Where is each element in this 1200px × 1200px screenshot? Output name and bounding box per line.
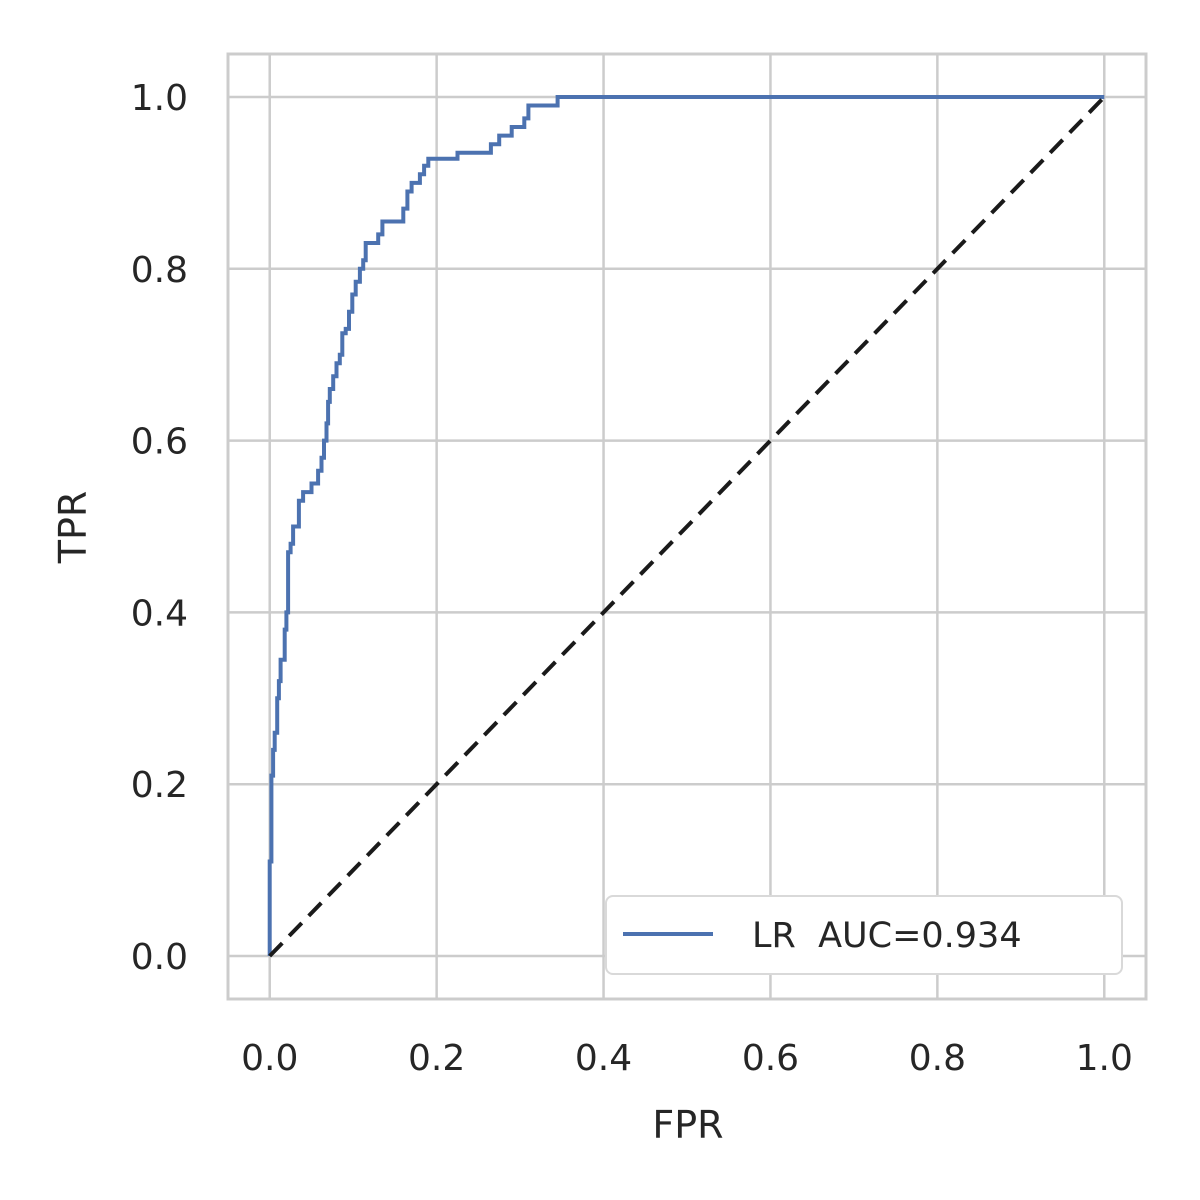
legend-box	[605, 895, 1123, 975]
y-tick-label: 0.6	[131, 422, 188, 463]
x-tick-label: 0.2	[408, 1038, 465, 1079]
plot-frame	[226, 52, 1148, 1001]
x-tick-label: 0.6	[742, 1038, 799, 1079]
y-tick-label: 0.4	[131, 593, 188, 634]
x-axis-label: FPR	[652, 1103, 723, 1147]
y-tick-label: 1.0	[131, 78, 188, 119]
y-tick-labels: 0.0 0.2 0.4 0.6 0.8 1.0	[131, 78, 188, 978]
y-axis-label: TPR	[51, 491, 95, 565]
legend: LR AUC=0.934	[605, 895, 1123, 975]
roc-curve-line	[267, 95, 1105, 956]
x-tick-label: 0.4	[575, 1038, 632, 1079]
x-tick-label: 1.0	[1076, 1038, 1133, 1079]
x-tick-label: 0.0	[241, 1038, 298, 1079]
legend-label: LR AUC=0.934	[752, 916, 1022, 956]
y-tick-label: 0.0	[131, 937, 188, 978]
plot-series	[267, 95, 1106, 958]
x-tick-labels: 0.0 0.2 0.4 0.6 0.8 1.0	[241, 1038, 1133, 1079]
x-tick-label: 0.8	[909, 1038, 966, 1079]
y-tick-label: 0.2	[131, 765, 188, 806]
y-tick-label: 0.8	[131, 250, 188, 291]
grid	[228, 54, 1146, 999]
chance-diagonal-line	[268, 95, 1106, 958]
